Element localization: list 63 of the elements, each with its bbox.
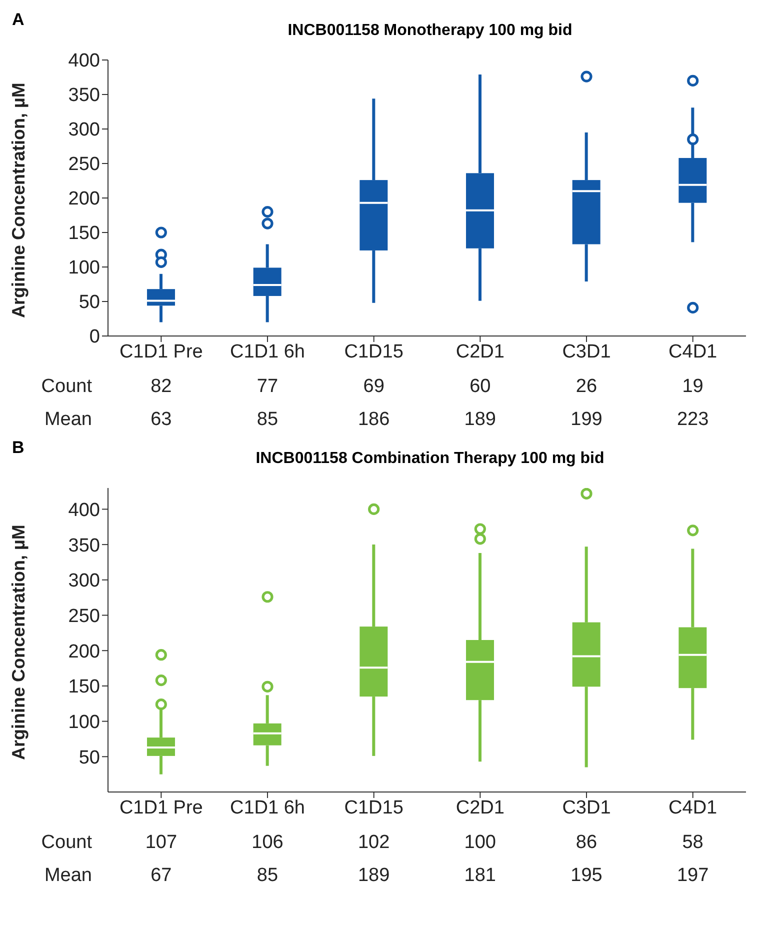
text: 223	[676, 408, 710, 430]
x-tick-label: C1D15	[344, 341, 404, 362]
y-tick-label: 150	[68, 676, 100, 698]
y-tick-label: 200	[68, 188, 100, 210]
y-tick-label: 100	[68, 258, 100, 279]
text: 86	[574, 832, 598, 854]
text: 69	[362, 376, 386, 398]
text: 197	[676, 864, 710, 886]
y-axis-title: Arginine Concentration, µM	[8, 82, 28, 318]
text: 186	[356, 408, 391, 430]
text: 189	[463, 408, 497, 430]
y-tick-label: 50	[78, 747, 100, 768]
x-tick-label: C1D1 Pre	[119, 341, 203, 362]
x-tick-label: C4D1	[668, 341, 718, 362]
y-tick-label: 400	[68, 50, 100, 72]
x-tick-label: C1D1 Pre	[119, 797, 203, 818]
text: 195	[570, 864, 604, 886]
text: A	[12, 10, 24, 30]
x-tick-label: C1D1 6h	[230, 341, 305, 362]
text: Count	[40, 376, 93, 398]
text: 82	[150, 376, 173, 398]
text: 67	[150, 864, 173, 886]
x-tick-label: C2D1	[456, 341, 504, 362]
y-tick-label: 250	[68, 154, 100, 176]
text: 85	[256, 864, 280, 886]
text: Mean	[43, 408, 93, 430]
x-tick-label: C3D1	[562, 797, 611, 818]
text: B	[12, 438, 24, 458]
x-tick-label: C1D1 6h	[230, 797, 305, 818]
text: 199	[570, 408, 604, 430]
x-tick-label: C3D1	[562, 341, 611, 362]
text: 60	[468, 376, 492, 398]
y-tick-label: 100	[68, 712, 100, 734]
y-tick-label: 300	[68, 570, 100, 592]
y-tick-label: 0	[89, 326, 100, 348]
text: 107	[144, 832, 178, 854]
x-tick-label: C1D15	[344, 797, 404, 818]
y-tick-label: 200	[68, 641, 100, 662]
y-tick-label: 300	[68, 120, 100, 141]
y-tick-label: 250	[68, 606, 100, 627]
text: 189	[356, 864, 391, 886]
text: 26	[574, 376, 598, 398]
x-tick-label: C2D1	[456, 797, 504, 818]
text: 19	[681, 376, 704, 398]
text: 77	[256, 376, 280, 398]
chart-title: INCB001158 Combination Therapy 100 mg bid	[256, 450, 604, 467]
text: 106	[250, 832, 284, 854]
y-tick-label: 350	[68, 85, 100, 106]
chart-title: INCB001158 Monotherapy 100 mg bid	[288, 22, 572, 39]
text: Mean	[43, 864, 93, 886]
text: Count	[40, 832, 93, 854]
y-tick-label: 400	[68, 500, 100, 521]
y-tick-label: 150	[68, 223, 100, 244]
x-tick-label: C4D1	[668, 797, 718, 818]
text: 58	[681, 832, 704, 854]
text: 63	[150, 408, 173, 430]
text: 100	[463, 832, 497, 854]
y-axis-title: Arginine Concentration, µM	[8, 524, 28, 760]
text: 102	[356, 832, 391, 854]
y-tick-label: 50	[78, 292, 100, 314]
text: 85	[256, 408, 280, 430]
text: 181	[463, 864, 497, 886]
y-tick-label: 350	[68, 535, 100, 556]
